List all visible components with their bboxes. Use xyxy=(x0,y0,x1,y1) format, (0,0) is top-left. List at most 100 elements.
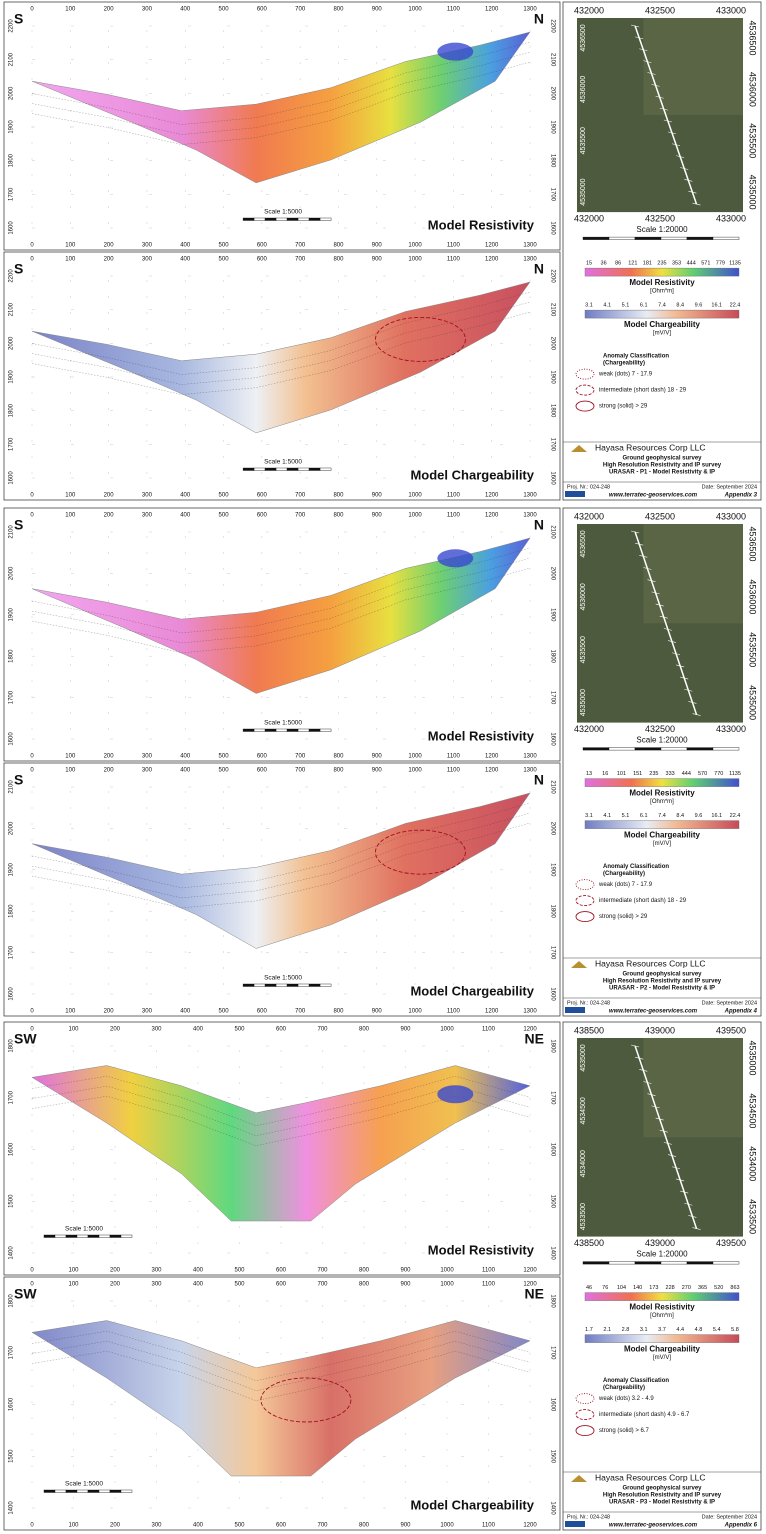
y-tick-label: 1700 xyxy=(549,188,555,202)
model-section xyxy=(31,792,531,949)
scale-bar xyxy=(308,728,321,732)
x-tick-label: 1300 xyxy=(523,1009,537,1015)
legend-value: 7.4 xyxy=(658,303,666,309)
y-tick-label: 1800 xyxy=(549,905,555,919)
x-tick-label: 600 xyxy=(257,493,268,499)
terratec-logo xyxy=(565,1521,585,1527)
x-tick-label: 400 xyxy=(180,513,191,519)
map-y-label: 4536500 xyxy=(580,24,587,51)
survey-tick xyxy=(651,1105,660,1109)
anomaly-symbol xyxy=(575,1425,595,1437)
contour-line xyxy=(31,547,531,634)
y-tick-label: 1800 xyxy=(549,154,555,168)
x-tick-label: 200 xyxy=(110,1027,121,1033)
contour-line xyxy=(31,557,531,644)
survey-tick xyxy=(676,1178,685,1182)
contour-line xyxy=(31,1330,531,1381)
anomaly-title: Anomaly Classification xyxy=(603,864,669,870)
x-tick-label: 1100 xyxy=(447,7,461,13)
y-tick-label: 2000 xyxy=(549,567,555,581)
x-tick-label: 300 xyxy=(142,513,153,519)
x-tick-label: 100 xyxy=(68,1523,79,1529)
survey-tick xyxy=(667,1154,677,1157)
y-tick-label: 1700 xyxy=(549,946,555,960)
scale-bar xyxy=(319,217,332,221)
x-tick-label: 0 xyxy=(30,1027,34,1033)
legend-value: 181 xyxy=(643,261,652,267)
contour-line xyxy=(31,61,531,145)
legend-value: 22.4 xyxy=(730,303,741,309)
x-tick-label: 700 xyxy=(295,754,306,760)
scale-bar xyxy=(54,1489,67,1493)
satellite-texture xyxy=(643,18,743,116)
map-scale-bar xyxy=(634,236,662,240)
scale-bar xyxy=(297,728,310,732)
survey-tick xyxy=(671,652,681,656)
y-tick-label: 1600 xyxy=(9,471,15,485)
x-tick-label: 1300 xyxy=(523,257,537,263)
legend-value: 3.1 xyxy=(640,1327,648,1333)
scale-bar xyxy=(264,983,277,987)
legend-value: 9.6 xyxy=(695,303,703,309)
scale-label: Scale 1:5000 xyxy=(264,720,302,727)
y-tick-label: 2100 xyxy=(549,53,555,67)
map-scale-bar xyxy=(634,1261,662,1265)
model-section xyxy=(31,281,531,434)
survey-tick xyxy=(684,688,693,692)
resistivity-anomaly xyxy=(437,1085,474,1104)
scale-bar xyxy=(275,467,288,471)
section-title: Model Chargeability xyxy=(410,467,534,482)
satellite-texture xyxy=(643,524,743,624)
y-tick-label: 1900 xyxy=(549,120,555,134)
y-tick-label: 1700 xyxy=(9,1345,15,1359)
x-tick-label: 1100 xyxy=(482,1282,496,1288)
legend-value: 520 xyxy=(714,1285,723,1291)
y-tick-label: 1900 xyxy=(549,370,555,384)
map-scale: Scale 1:20000 xyxy=(636,1250,688,1259)
x-tick-label: 500 xyxy=(234,1268,245,1274)
y-tick-label: 1400 xyxy=(549,1501,555,1515)
x-tick-label: 900 xyxy=(372,257,383,263)
y-tick-label: 1900 xyxy=(9,862,15,876)
x-tick-label: 1000 xyxy=(408,768,422,774)
legend-value: 140 xyxy=(633,1285,642,1291)
legend-value: 4.1 xyxy=(603,813,611,819)
anomaly-item: intermediate (short dash) 18 - 29 xyxy=(599,898,687,904)
x-tick-label: 500 xyxy=(234,1523,245,1529)
survey-tick xyxy=(639,48,648,52)
x-tick-label: 700 xyxy=(295,257,306,263)
survey-tick xyxy=(680,167,689,170)
x-tick-label: 100 xyxy=(65,7,76,13)
map-x-label: 438500 xyxy=(574,1238,604,1248)
terratec-logo xyxy=(565,1007,585,1013)
legend-value: 22.4 xyxy=(730,813,741,819)
color-bar xyxy=(584,778,740,787)
corner-label: S xyxy=(14,517,23,533)
scale-bar xyxy=(253,467,266,471)
survey-tick xyxy=(692,1227,701,1230)
survey-line-text: Ground geophysical survey xyxy=(622,972,702,978)
x-tick-label: 1000 xyxy=(440,1282,454,1288)
survey-tick xyxy=(671,1166,681,1170)
anomaly-symbol xyxy=(575,879,595,891)
x-tick-label: 400 xyxy=(180,493,191,499)
x-tick-label: 500 xyxy=(234,1027,245,1033)
anomaly-outline xyxy=(374,316,466,362)
x-tick-label: 1100 xyxy=(447,1009,461,1015)
y-tick-label: 1800 xyxy=(549,1039,555,1053)
survey-tick xyxy=(676,664,685,668)
legend-value: 4.1 xyxy=(603,303,611,309)
anomaly-outline xyxy=(260,1377,352,1423)
x-tick-label: 600 xyxy=(257,754,268,760)
anomaly-item: strong (solid) > 29 xyxy=(599,914,648,920)
survey-tick xyxy=(655,95,664,99)
x-tick-label: 200 xyxy=(104,1009,115,1015)
date: Date: September 2024 xyxy=(702,1000,757,1006)
x-tick-label: 100 xyxy=(65,493,76,499)
legend-unit: [mV/V] xyxy=(653,331,671,337)
y-tick-label: 1400 xyxy=(549,1246,555,1260)
y-tick-label: 1500 xyxy=(549,1195,555,1209)
legend-unit: [Ohm*m] xyxy=(650,289,674,295)
x-tick-label: 900 xyxy=(400,1282,411,1288)
x-tick-label: 500 xyxy=(219,513,230,519)
